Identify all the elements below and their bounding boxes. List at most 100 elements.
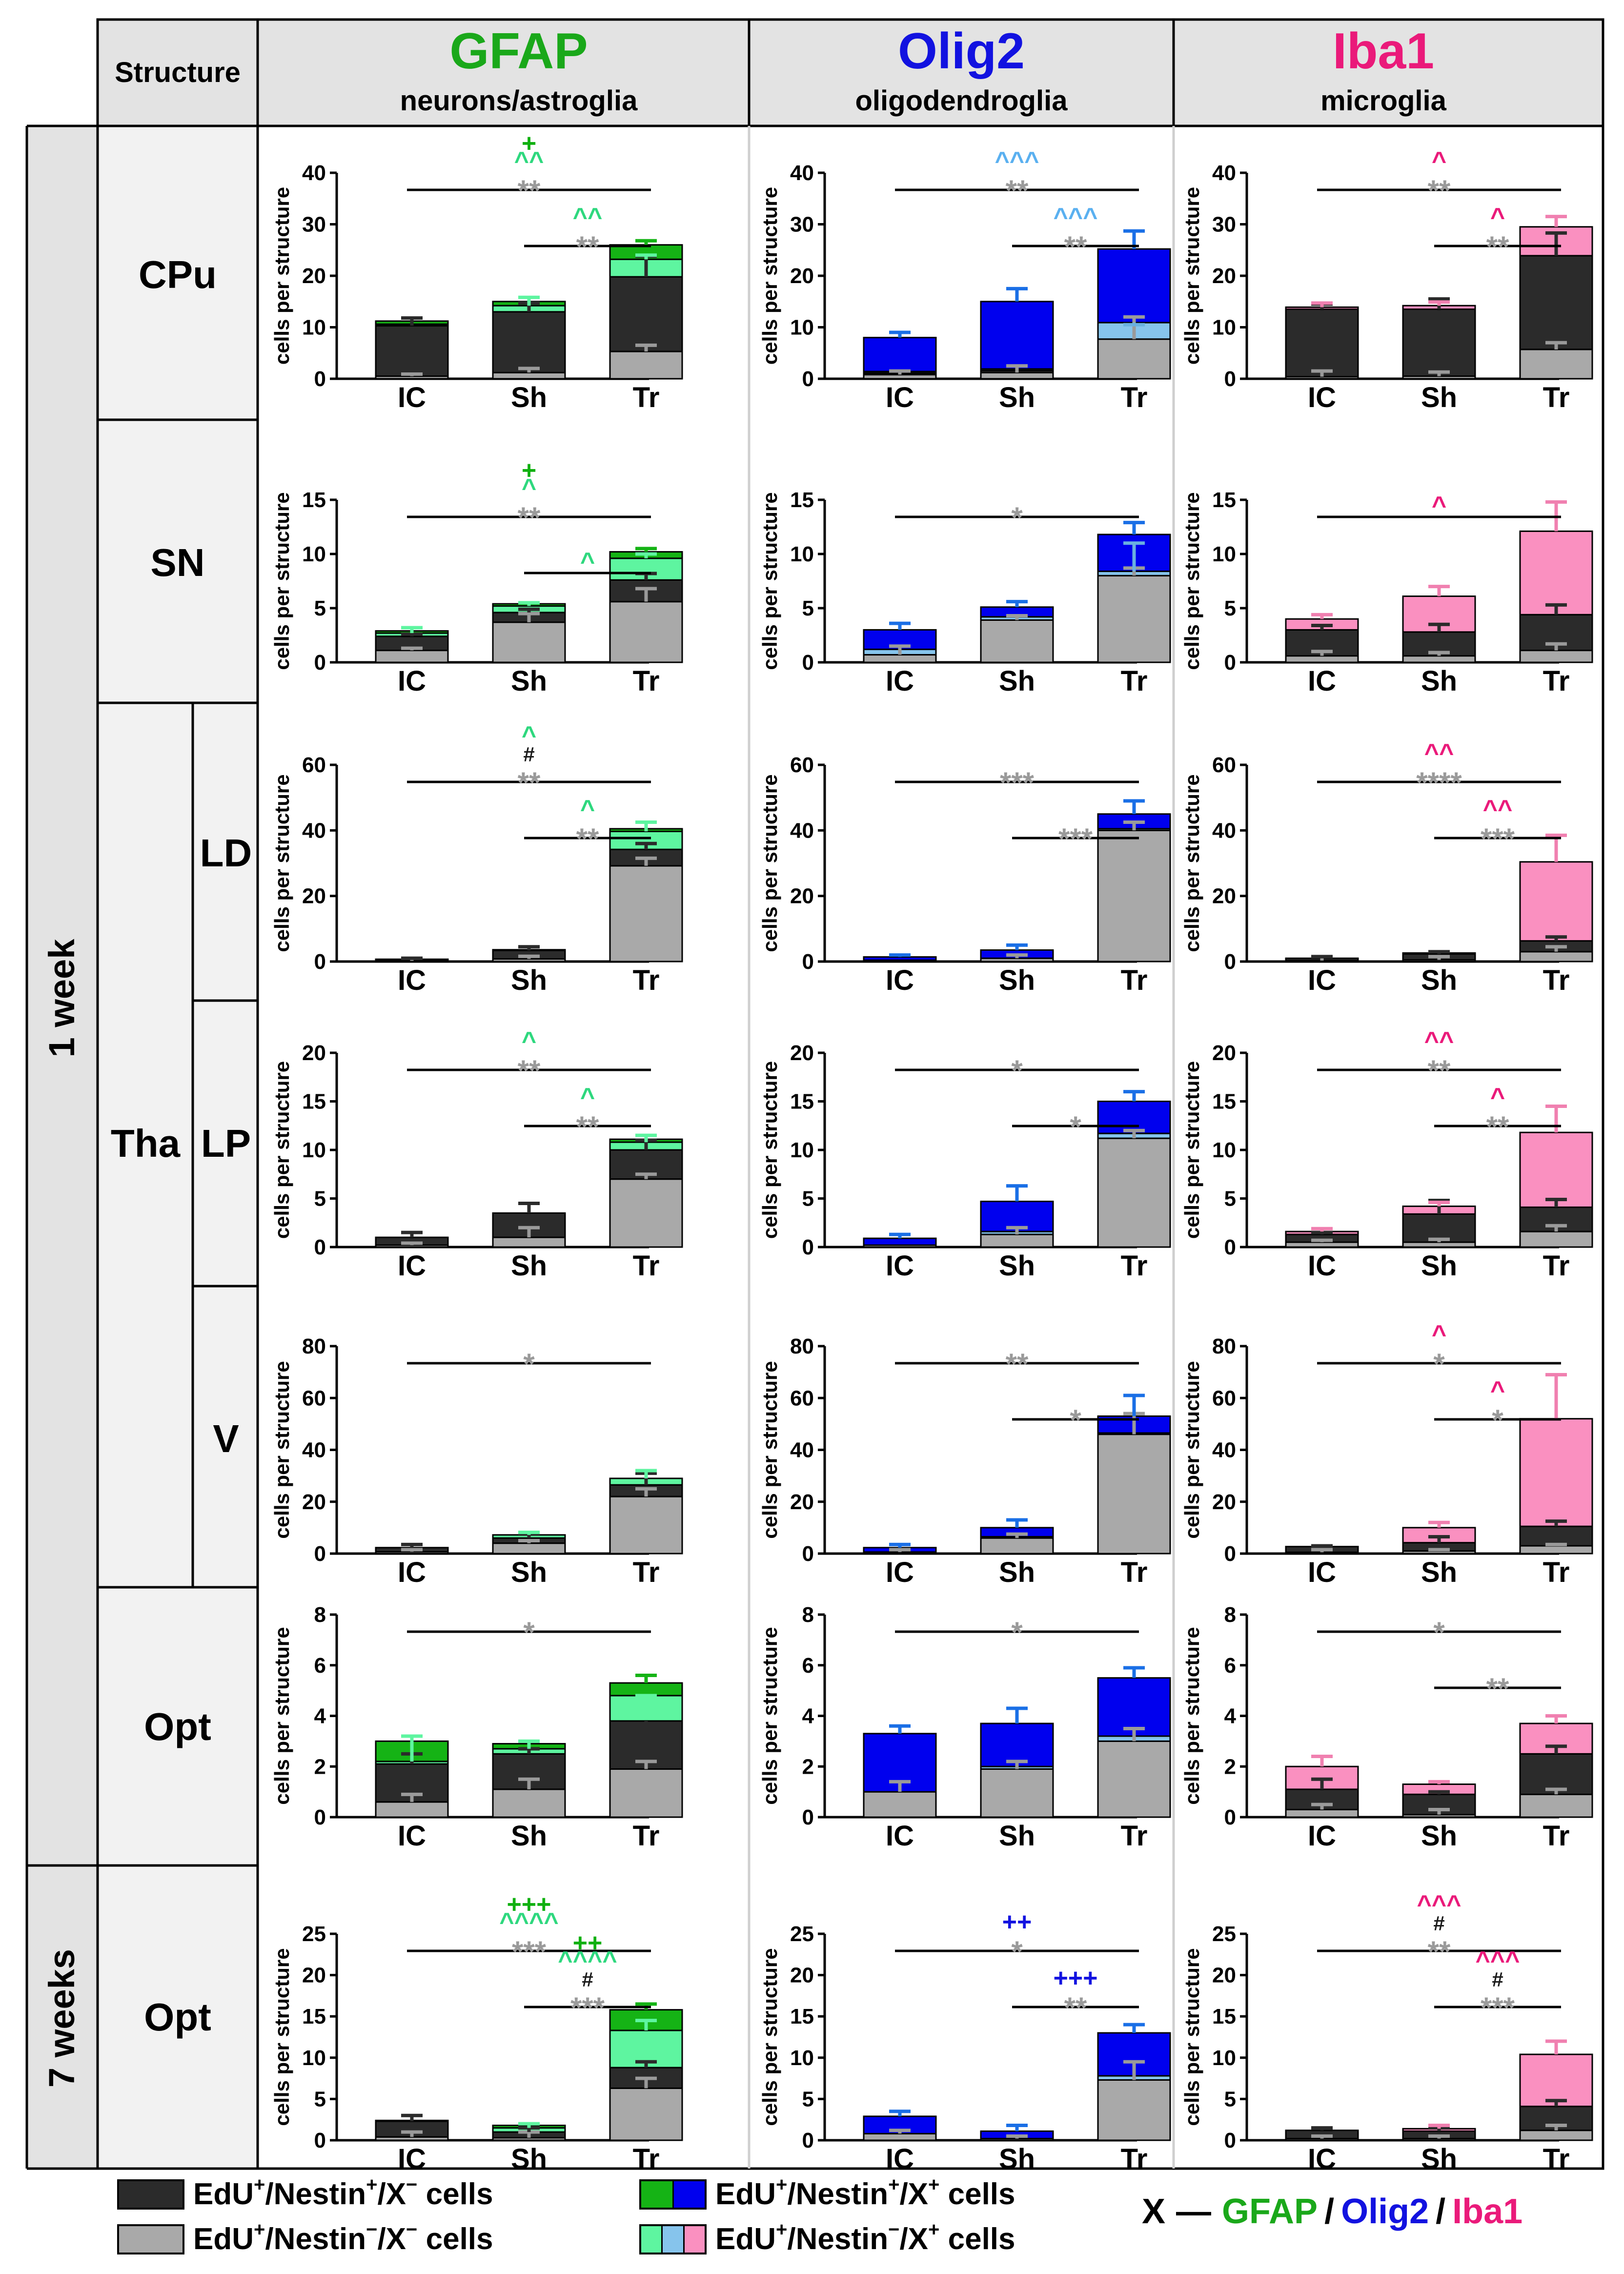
bar-segment-ic-3 (863, 956, 937, 961)
y-tick-label: 10 (790, 316, 814, 340)
y-axis-label: cells per structure (270, 774, 293, 952)
significance-mark: ** (1428, 1935, 1451, 1968)
iba1-subtitle: microglia (1320, 85, 1447, 117)
period-1-week: 1 week (41, 939, 82, 1058)
y-axis-label: cells per structure (1180, 187, 1203, 365)
bar-segment-sh-0 (1402, 655, 1476, 663)
bar-segment-tr-2 (1519, 530, 1593, 615)
bar-segment-sh-0 (492, 621, 566, 663)
x-tick-label: Tr (633, 1557, 660, 1588)
bar-segment-tr-0 (1097, 829, 1171, 963)
significance-mark: ** (576, 1110, 599, 1143)
period-bg (27, 126, 98, 2169)
bar-segment-ic-1 (1285, 308, 1359, 378)
y-tick-label: 0 (314, 1235, 326, 1259)
significance-mark: ^^ (573, 203, 603, 231)
bar-segment-tr-0 (609, 1768, 683, 1818)
y-tick-label: 40 (1212, 161, 1236, 185)
bar-segment-sh-0 (980, 371, 1054, 380)
bar-segment-sh-0 (980, 619, 1054, 663)
bar-segment-tr-2 (609, 1695, 683, 1722)
x-tick-label: IC (886, 665, 914, 697)
y-tick-label: 4 (1224, 1704, 1237, 1728)
significance-mark: ** (1486, 1110, 1509, 1143)
y-tick-label: 10 (790, 2046, 814, 2070)
y-tick-label: 0 (1224, 651, 1236, 675)
bar-segment-tr-0 (609, 601, 683, 663)
y-tick-label: 0 (1224, 1235, 1236, 1259)
y-tick-label: 20 (302, 264, 326, 288)
y-tick-label: 5 (802, 1187, 814, 1211)
x-tick-label: Tr (1121, 1820, 1148, 1852)
y-tick-label: 15 (1212, 488, 1236, 512)
bar-segment-ic-0 (375, 650, 449, 663)
y-tick-label: 0 (1224, 367, 1236, 391)
bar-segment-ic-0 (863, 654, 937, 663)
bar-segment-tr-0 (1097, 1434, 1171, 1555)
tha-label: Tha (111, 1122, 181, 1165)
significance-mark: ^^ (514, 147, 544, 175)
y-tick-label: 0 (1224, 1542, 1236, 1566)
row-label-opt-1wk: Opt (144, 1705, 211, 1748)
y-tick-label: 6 (1224, 1654, 1236, 1678)
significance-mark: ^ (580, 548, 595, 576)
bar-segment-tr-0 (1519, 1230, 1593, 1248)
panel-6-1: 0 5 10 15 20 25 cells per structure IC Sh Tr *++ **… (758, 1908, 1171, 2175)
x-tick-label: IC (398, 665, 426, 697)
y-tick-label: 20 (790, 1490, 814, 1514)
y-axis-label: cells per structure (758, 1948, 781, 2126)
y-tick-label: 10 (790, 542, 814, 566)
y-tick-label: 20 (302, 1964, 326, 1987)
significance-mark: +++ (1053, 1964, 1097, 1992)
y-tick-label: 80 (302, 1334, 326, 1358)
significance-mark: ^ (522, 721, 536, 750)
significance-mark: * (1011, 1935, 1023, 1968)
x-tick-label: Tr (1121, 2143, 1148, 2175)
bar-segment-sh-0 (492, 1236, 566, 1248)
significance-mark: # (582, 1968, 593, 1991)
significance-mark: ^^ (1424, 1027, 1454, 1055)
x-tick-label: Tr (1121, 1250, 1148, 1282)
figure: Structure GFAP neurons/astroglia Olig2 o… (25, 18, 1604, 2175)
significance-mark: ** (1486, 230, 1509, 263)
y-tick-label: 5 (1224, 2087, 1236, 2111)
bar-segment-tr-2 (1519, 1418, 1593, 1527)
bar-segment-tr-3 (609, 1682, 683, 1697)
x-tick-label: Tr (633, 1820, 660, 1852)
bar-segment-tr-0 (609, 865, 683, 963)
row-label-sn: SN (150, 541, 204, 584)
y-axis-label: cells per structure (1180, 1061, 1203, 1239)
x-tick-label: Tr (1121, 1557, 1148, 1588)
significance-mark: * (523, 1616, 535, 1649)
legend-pos-dark-text: EdU+/Nestin+/X+ cells (715, 2174, 1015, 2211)
y-tick-label: 2 (314, 1755, 326, 1779)
x-tick-label: IC (1308, 665, 1336, 697)
significance-mark: ^^ (1483, 795, 1513, 823)
significance-mark: * (1011, 501, 1023, 534)
y-tick-label: 40 (302, 819, 326, 842)
significance-mark: ^^^ (1053, 203, 1097, 231)
y-tick-label: 15 (790, 1090, 814, 1114)
legend-swatch-pos-light (639, 2224, 707, 2254)
bar-segment-sh-0 (980, 1233, 1054, 1248)
y-axis-label: cells per structure (1180, 1948, 1203, 2126)
y-tick-label: 0 (314, 950, 326, 974)
bar-segment-ic-0 (1285, 655, 1359, 663)
bar-segment-ic-0 (863, 1791, 937, 1818)
panel-5-0: 0 2 4 6 8 cells per structure IC Sh Tr * (270, 1603, 683, 1852)
y-tick-label: 30 (302, 213, 326, 237)
significance-mark: ** (518, 501, 541, 534)
significance-mark: ** (518, 174, 541, 207)
y-axis-label: cells per structure (1180, 1361, 1203, 1538)
y-tick-label: 5 (1224, 596, 1236, 620)
y-tick-label: 8 (802, 1603, 814, 1627)
bar-segment-ic-0 (1285, 1808, 1359, 1818)
x-tick-label: Sh (1421, 1557, 1457, 1588)
x-tick-label: Sh (1421, 382, 1457, 413)
x-tick-label: IC (886, 964, 914, 996)
